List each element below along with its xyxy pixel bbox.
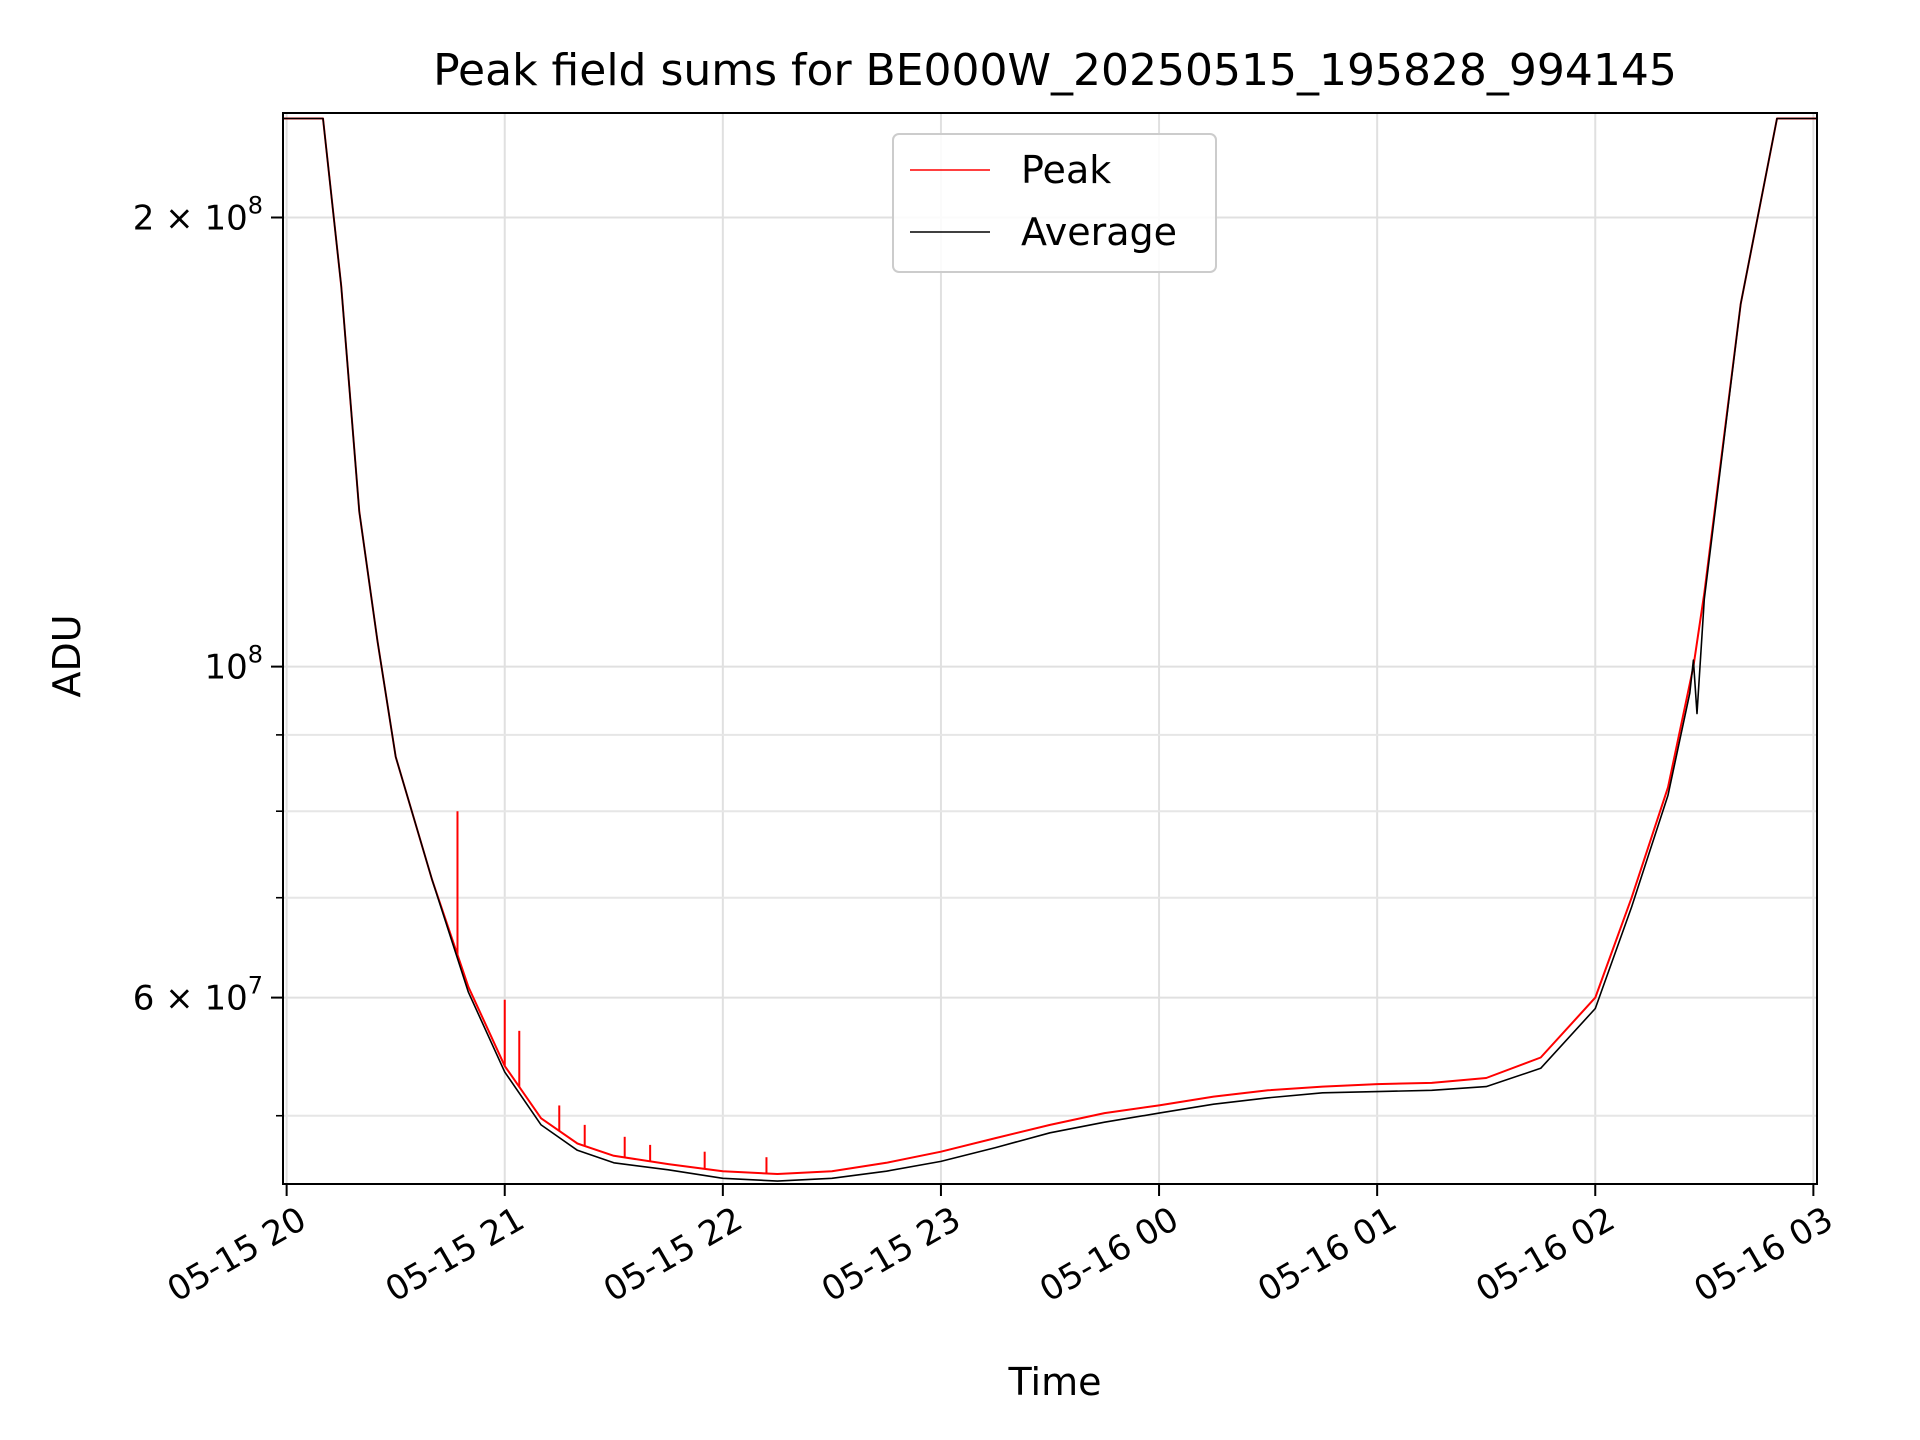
legend-box bbox=[892, 133, 1217, 273]
plot-frame bbox=[282, 112, 1818, 1185]
x-axis-label: Time bbox=[1008, 1360, 1102, 1404]
y-tick-label: 2 × 108 bbox=[133, 191, 263, 238]
series-layer bbox=[283, 117, 1817, 1182]
legend: Peak Average bbox=[892, 133, 1217, 273]
legend-average-label: Average bbox=[1021, 210, 1177, 254]
y-axis-label: ADU bbox=[45, 614, 89, 697]
legend-peak-label: Peak bbox=[1021, 148, 1111, 192]
series-line-average bbox=[283, 117, 1817, 1182]
y-tick-label: 6 × 107 bbox=[133, 972, 263, 1019]
chart-title: Peak field sums for BE000W_20250515_1958… bbox=[433, 45, 1677, 96]
y-tick-label: 108 bbox=[204, 641, 263, 688]
